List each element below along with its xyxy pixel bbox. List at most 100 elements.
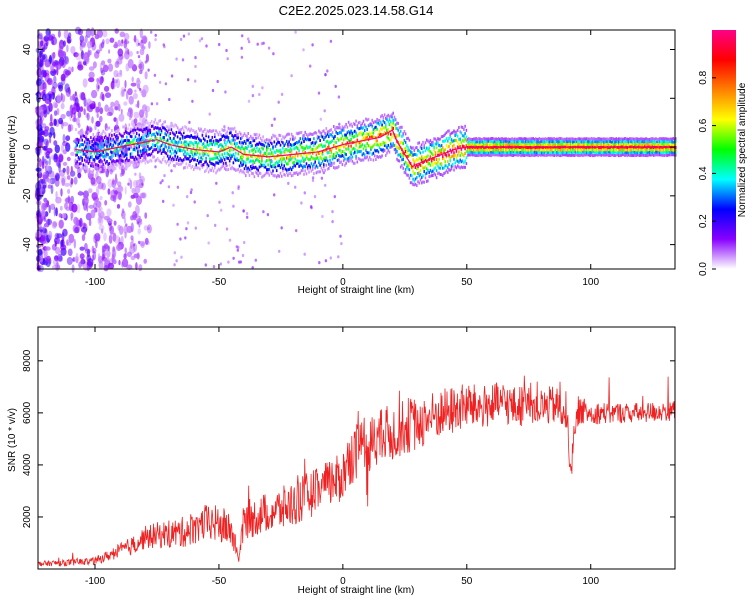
spectrogram-cell	[157, 126, 159, 130]
y-tick-label: 0	[22, 144, 33, 150]
spectrogram-cell	[256, 142, 258, 146]
spectrogram-cell	[417, 141, 419, 145]
spectrogram-cell	[333, 144, 335, 147]
spectrogram-cell	[129, 155, 132, 159]
spectrogram-cell	[199, 167, 201, 171]
spectrogram-cell	[325, 134, 328, 138]
spectrogram-cell	[113, 70, 119, 78]
spectrogram-cell	[205, 169, 207, 172]
spectrogram-cell	[135, 159, 138, 163]
spectrogram-cell	[252, 159, 254, 163]
spectrogram-cell	[302, 137, 304, 141]
spectrogram-cell	[300, 159, 303, 163]
spectrogram-cell	[615, 139, 618, 143]
spectrogram-ridge-line	[75, 129, 675, 168]
spectrogram-cell	[131, 187, 136, 194]
spectrogram-cell	[318, 129, 320, 133]
spectrogram-cell	[205, 145, 207, 149]
spectrogram-cell	[316, 165, 319, 169]
spectrogram-cell	[350, 150, 352, 154]
spectrogram-cell	[221, 153, 223, 157]
spectrogram-cell	[232, 138, 235, 142]
spectrogram-cell	[92, 251, 97, 261]
spectrogram-cell	[190, 141, 192, 145]
spectrogram-cell	[399, 152, 402, 156]
spectrogram-cell	[92, 137, 95, 141]
spectrogram-cell	[430, 174, 433, 178]
spectrogram-cell	[92, 148, 95, 152]
spectrogram-cell	[300, 164, 303, 168]
spectrogram-cell	[144, 237, 149, 245]
spectrogram-cell	[425, 155, 428, 159]
spectrogram-cell	[226, 156, 228, 160]
spectrogram-cell	[160, 131, 163, 135]
spectrogram-cell	[202, 129, 205, 133]
spectrogram-cell	[220, 160, 222, 164]
spectrogram-cell	[226, 168, 228, 172]
spectrogram-cell	[99, 196, 103, 201]
spectrogram-cell	[233, 134, 236, 138]
spectrogram-cell	[303, 172, 305, 176]
spectrogram-cell	[616, 148, 619, 152]
spectrogram-cell	[381, 154, 383, 158]
spectrogram-cell	[619, 148, 621, 152]
spectrogram-cell	[201, 157, 204, 161]
spectrogram-cell	[646, 137, 649, 141]
spectrogram-cell	[251, 136, 253, 140]
spectrogram-cell	[191, 153, 194, 157]
spectrogram-cell	[69, 112, 72, 122]
spectrogram-cell	[671, 150, 673, 154]
spectrogram-cell	[479, 142, 481, 146]
spectrogram-cell	[111, 129, 113, 132]
spectrogram-cell	[443, 157, 445, 161]
spectrogram-cell	[505, 148, 507, 152]
spectrogram-cell	[179, 37, 183, 42]
spectrogram-cell	[285, 171, 288, 175]
spectrogram-cell	[363, 144, 366, 148]
spectrogram-cell	[450, 150, 453, 154]
spectrogram-cell	[666, 137, 668, 141]
spectrogram-cell	[126, 165, 128, 169]
spectrogram-cell	[267, 142, 269, 146]
spectrogram-cell	[402, 142, 404, 146]
spectrogram-cell	[76, 137, 78, 141]
spectrogram-cell	[542, 153, 544, 157]
spectrogram-cell	[262, 210, 265, 214]
spectrogram-cell	[584, 140, 587, 144]
spectrogram-cell	[351, 159, 354, 163]
spectrogram-cell	[644, 142, 646, 146]
spectrogram-cell	[347, 144, 350, 148]
spectrogram-cell	[551, 153, 553, 157]
spectrogram-cell	[315, 157, 318, 160]
spectrogram-cell	[577, 142, 579, 146]
spectrogram-cell	[117, 136, 119, 140]
spectrogram-cell	[125, 90, 129, 100]
spectrogram-cell	[582, 137, 584, 141]
spectrogram-cell	[632, 139, 635, 143]
spectrogram-cell	[511, 151, 513, 155]
spectrogram-cell	[373, 136, 376, 139]
spectrogram-cell	[241, 170, 243, 174]
spectrogram-cell	[387, 136, 390, 140]
spectrogram-cell	[466, 153, 469, 157]
spectrogram-cell	[140, 143, 143, 147]
spectrogram-cell	[474, 150, 476, 154]
spectrogram-cell	[355, 156, 357, 160]
spectrogram-cell	[342, 159, 345, 163]
spectrogram-cell	[539, 153, 542, 157]
spectrogram-cell	[200, 156, 202, 160]
spectrogram-cell	[135, 125, 138, 129]
spectrogram-cell	[90, 27, 95, 37]
spectrogram-cell	[105, 257, 110, 264]
spectrogram-cell	[558, 148, 561, 152]
spectrogram-cell	[283, 173, 285, 177]
spectrogram-cell	[53, 140, 58, 146]
spectrogram-cell	[492, 153, 495, 157]
spectrogram-cell	[218, 200, 221, 204]
spectrogram-cell	[609, 151, 611, 154]
spectrogram-cell	[218, 138, 221, 142]
spectrogram-cell	[517, 142, 520, 146]
spectrogram-cell	[658, 142, 661, 146]
spectrogram-cell	[112, 137, 114, 141]
spectrogram-cell	[428, 149, 430, 153]
